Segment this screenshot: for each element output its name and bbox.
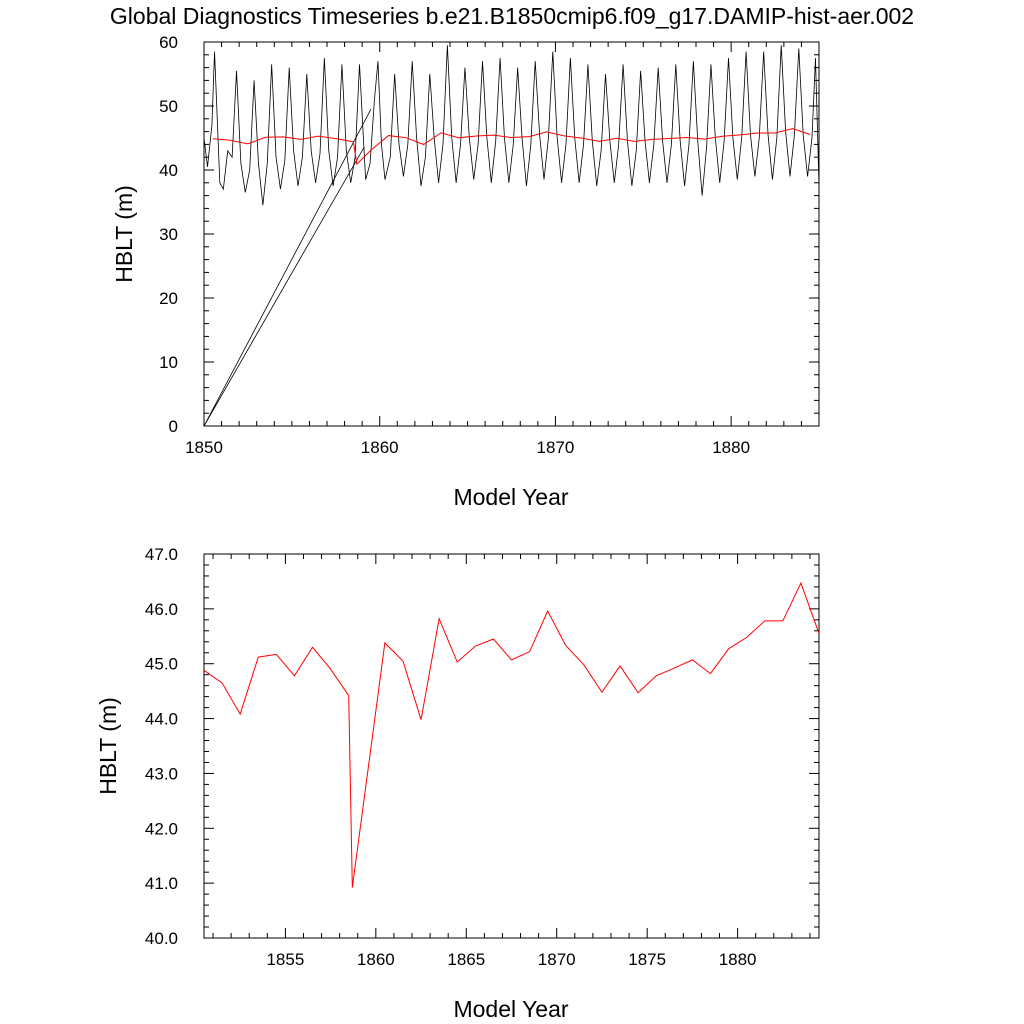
bottom-series-annual-mean bbox=[203, 581, 820, 888]
top-y-tick-label: 50 bbox=[159, 97, 178, 116]
bottom-y-tick-label: 44.0 bbox=[145, 710, 178, 729]
bottom-y-tick-label: 42.0 bbox=[145, 819, 178, 838]
bottom-y-tick-label: 40.0 bbox=[145, 929, 178, 948]
top-x-axis-label: Model Year bbox=[453, 484, 568, 510]
bottom-x-axis-label: Model Year bbox=[453, 996, 568, 1022]
bottom-y-tick-label: 47.0 bbox=[145, 545, 178, 564]
top-y-tick-label: 20 bbox=[159, 289, 178, 308]
top-y-tick-label: 60 bbox=[159, 33, 178, 52]
top-series-monthly-early bbox=[203, 51, 365, 206]
bottom-y-tick-label: 46.0 bbox=[145, 600, 178, 619]
bottom-x-tick-label: 1860 bbox=[357, 950, 395, 969]
top-x-tick-label: 1880 bbox=[712, 438, 750, 457]
top-series-monthly bbox=[203, 45, 820, 427]
top-y-tick-label: 10 bbox=[159, 353, 178, 372]
bottom-y-tick-label: 41.0 bbox=[145, 874, 178, 893]
top-x-tick-label: 1860 bbox=[361, 438, 399, 457]
bottom-plot-frame bbox=[203, 553, 820, 939]
bottom-y-axis-label: HBLT (m) bbox=[95, 697, 121, 795]
bottom-y-tick-label: 43.0 bbox=[145, 764, 178, 783]
top-y-tick-label: 30 bbox=[159, 225, 178, 244]
bottom-x-tick-label: 1855 bbox=[266, 950, 304, 969]
top-y-axis-label: HBLT (m) bbox=[111, 185, 137, 283]
top-x-tick-label: 1850 bbox=[185, 438, 223, 457]
top-y-tick-label: 0 bbox=[169, 417, 178, 436]
top-panel: Model Year HBLT (m) 1850 1860 1870 1880 0 10 2… bbox=[111, 33, 820, 510]
chart-title: Global Diagnostics Timeseries b.e21.B185… bbox=[110, 3, 914, 29]
bottom-panel: Model Year HBLT (m) 1855 1860 1865 1870 1875… bbox=[95, 545, 820, 1022]
bottom-x-tick-label: 1870 bbox=[538, 950, 576, 969]
top-series-annual-mean bbox=[212, 128, 811, 166]
top-x-tick-label: 1870 bbox=[537, 438, 575, 457]
bottom-y-tick-label: 45.0 bbox=[145, 655, 178, 674]
bottom-x-tick-label: 1880 bbox=[719, 950, 757, 969]
top-y-tick-label: 40 bbox=[159, 161, 178, 180]
bottom-x-tick-label: 1875 bbox=[628, 950, 666, 969]
top-plot-frame bbox=[203, 41, 820, 427]
bottom-x-tick-label: 1865 bbox=[447, 950, 485, 969]
